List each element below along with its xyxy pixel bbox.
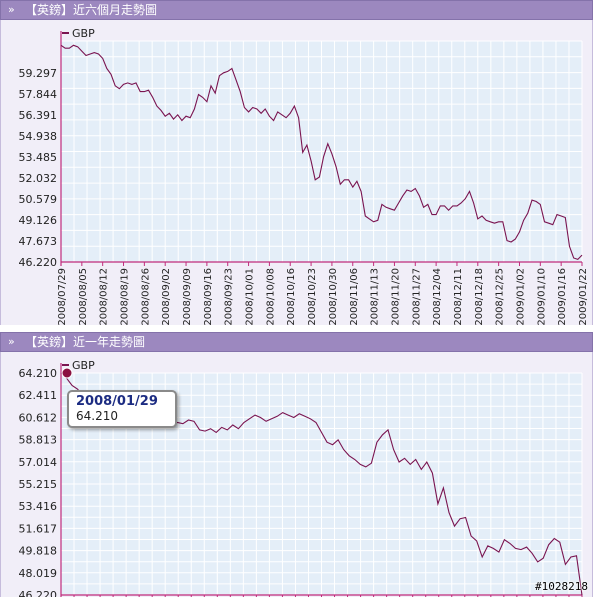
y-tick-label: 53.485 [19, 151, 58, 164]
x-tick-label: 2008/10/16 [286, 268, 297, 325]
x-tick-label: 2008/10/01 [245, 268, 256, 325]
x-tick-label: 2008/12/25 [495, 268, 506, 325]
y-tick-label: 53.416 [19, 500, 58, 513]
x-tick-label: 2008/09/09 [182, 268, 193, 325]
y-tick-label: 52.032 [19, 172, 58, 185]
one-year-chart: 64.210 62.411 60.612 58.813 57.014 55.215 53.4… [19, 359, 583, 601]
x-tick-label: 2008/09/02 [161, 268, 172, 325]
x-tick-label: 2008/10/23 [307, 268, 318, 325]
y-tick-label: 59.297 [19, 67, 58, 80]
x-tick-label: 2008/08/26 [140, 268, 151, 325]
watermark: #1028218 [535, 580, 588, 593]
x-tick-label: 2008/11/20 [390, 268, 401, 325]
x-tick-label: 2008/11/06 [349, 268, 360, 325]
tooltip-date: 2008/01/29 [76, 394, 158, 409]
six-month-title: 【英鎊】近六個月走勢圖 [25, 3, 158, 17]
x-tick-label: 2008/11/13 [370, 268, 381, 325]
one-year-title: 【英鎊】近一年走勢圖 [25, 335, 146, 349]
x-tick-label: 2009/01/10 [536, 268, 547, 325]
x-tick-label: 2008/10/08 [265, 268, 276, 325]
x-tick-label: 2008/12/18 [474, 268, 485, 325]
y-tick-label: 58.813 [19, 434, 58, 447]
x-tick-label: 2009/01/22 [578, 268, 589, 325]
x-tick-label: 2008/09/23 [224, 268, 235, 325]
x-tick-label: 2008/10/30 [328, 268, 339, 325]
x-tick-label: 2008/08/19 [120, 268, 131, 325]
tooltip-value: 64.210 [76, 409, 118, 423]
y-tick-label: 46.220 [19, 256, 58, 269]
y-tick-label: 49.818 [19, 545, 58, 558]
one-year-chart-area: 64.210 62.411 60.612 58.813 57.014 55.215 53.4… [0, 352, 593, 601]
expand-arrow-icon[interactable]: » [8, 3, 15, 16]
data-tooltip: 2008/01/29 64.210 [67, 390, 177, 428]
expand-arrow-icon[interactable]: » [8, 335, 15, 348]
y-tick-label: 47.673 [19, 235, 58, 248]
series-line [60, 44, 583, 261]
y-tick-label: 57.014 [19, 456, 58, 469]
y-tick-label: 56.391 [19, 109, 58, 122]
highlight-point-marker [61, 367, 73, 379]
y-tick-label: 55.215 [19, 478, 58, 491]
x-tick-label: 2008/07/29 [57, 268, 68, 325]
legend-label: GBP [72, 27, 95, 40]
six-month-chart-area: 59.297 57.844 56.391 54.938 53.485 52.032 50.5… [0, 20, 593, 326]
x-tick-label: 2008/11/27 [411, 268, 422, 325]
one-year-header: » 【英鎊】近一年走勢圖 [0, 332, 593, 352]
y-tick-label: 57.844 [19, 88, 58, 101]
y-tick-label: 51.617 [19, 522, 58, 535]
y-tick-label: 50.579 [19, 193, 58, 206]
x-tick-label: 2008/09/16 [203, 268, 214, 325]
y-tick-label: 49.126 [19, 214, 58, 227]
x-tick-label: 2008/08/12 [99, 268, 110, 325]
six-month-header: » 【英鎊】近六個月走勢圖 [0, 0, 593, 20]
six-month-chart: 59.297 57.844 56.391 54.938 53.485 52.032 50.5… [19, 27, 590, 326]
x-tick-label: 2008/12/11 [453, 268, 464, 325]
x-tick-label: 2009/01/02 [515, 268, 526, 325]
y-tick-label: 62.411 [19, 389, 58, 402]
y-tick-label: 54.938 [19, 130, 58, 143]
legend-label: GBP [72, 359, 95, 372]
y-tick-label: 60.612 [19, 411, 58, 424]
y-tick-label: 64.210 [19, 367, 58, 380]
y-tick-label: 48.019 [19, 567, 58, 580]
x-tick-label: 2008/08/05 [78, 268, 89, 325]
x-tick-label: 2009/01/16 [557, 268, 568, 325]
x-tick-label: 2008/12/04 [432, 268, 443, 325]
y-tick-label: 46.220 [19, 589, 58, 597]
